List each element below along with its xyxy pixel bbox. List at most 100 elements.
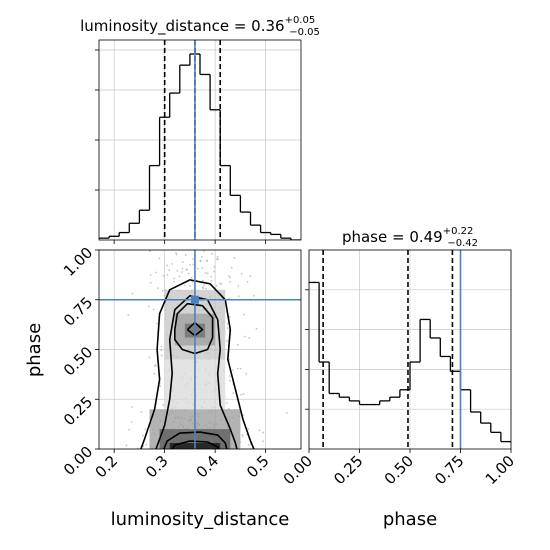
joint-scatter-point-0	[302, 430, 304, 432]
joint-scatter-point-394	[204, 287, 207, 290]
joint-scatter-point-100	[148, 356, 151, 359]
joint-scatter-point-42	[203, 284, 205, 287]
joint-scatter-point-235	[226, 402, 228, 404]
joint-scatter-point-14	[181, 261, 184, 263]
joint-scatter-point-253	[157, 287, 159, 290]
joint-scatter-point-359	[171, 263, 174, 265]
joint-scatter-point-187	[199, 260, 202, 262]
joint-contour-bottom-1	[162, 431, 228, 449]
joint-scatter-point-173	[243, 313, 245, 316]
joint-scatter-point-352	[176, 269, 179, 272]
joint-scatter-point-353	[190, 276, 193, 279]
joint-scatter-point-258	[249, 275, 252, 278]
hist-luminosity-distance-ticks	[95, 49, 267, 244]
hist-phase-xtick-label-0: 0.00	[280, 452, 316, 488]
joint-ytick-label-3: 0.75	[60, 293, 96, 329]
joint-scatter-point-270	[186, 268, 188, 271]
joint-scatter-point-263	[247, 428, 250, 430]
joint-scatter-point-244	[239, 367, 242, 370]
y-axis-label-phase: phase	[24, 323, 45, 377]
joint-scatter-point-161	[142, 434, 144, 437]
joint-scatter-point-309	[152, 308, 155, 311]
joint-scatter-point-47	[149, 250, 151, 253]
joint-scatter-point-143	[226, 340, 229, 343]
joint-scatter-point-198	[154, 365, 156, 367]
joint-scatter-point-76	[178, 275, 181, 278]
joint-scatter-point-132	[230, 266, 233, 269]
joint-scatter-point-221	[180, 271, 183, 273]
joint-xtick-label-0: 0.2	[92, 452, 122, 482]
joint-scatter-point-51	[240, 393, 242, 396]
joint-scatter-point-148	[128, 428, 131, 431]
joint-scatter-point-265	[213, 270, 216, 273]
joint-scatter-point-299	[242, 435, 244, 438]
joint-scatter-point-333	[236, 367, 239, 370]
joint-scatter-point-252	[228, 315, 231, 318]
joint-scatter-point-417	[156, 322, 159, 325]
joint-scatter-point-368	[147, 305, 150, 308]
joint-scatter-point-249	[219, 282, 221, 285]
joint-scatter-point-271	[216, 258, 218, 261]
joint-scatter-point-392	[228, 280, 231, 283]
joint-scatter-point-93	[227, 274, 230, 277]
joint-ytick-label-4: 1.00	[60, 244, 96, 280]
x-axis-label-luminosity-distance: luminosity_distance	[111, 509, 290, 530]
joint-scatter-point-18	[241, 434, 244, 436]
joint-scatter-point-59	[158, 257, 161, 260]
joint-scatter-point-116	[201, 286, 204, 289]
joint-scatter-point-35	[175, 251, 177, 254]
joint-scatter-point-162	[232, 369, 234, 371]
hist-phase-xtick-label-2: 0.50	[381, 452, 417, 488]
hist-phase-panel: 0.00 0.25 0.50 0.75 1.00 phase = 0.49+0.22 −0…	[280, 226, 518, 530]
joint-scatter-point-56	[160, 349, 163, 352]
joint-scatter-point-32	[187, 272, 190, 275]
joint-scatter-point-396	[184, 254, 187, 256]
joint-scatter-point-415	[237, 295, 240, 298]
joint-scatter-point-241	[154, 364, 157, 367]
joint-scatter-point-292	[199, 259, 202, 262]
joint-scatter-point-49	[202, 287, 205, 290]
joint-scatter-point-375	[216, 255, 219, 258]
joint-scatter-point-370	[188, 285, 191, 288]
joint-scatter-point-203	[144, 428, 147, 431]
joint-scatter-point-68	[206, 259, 209, 262]
joint-scatter-point-185	[232, 392, 235, 395]
joint-scatter-point-12	[196, 267, 199, 270]
joint-ytick-label-2: 0.50	[60, 343, 96, 379]
joint-scatter-point-20	[204, 271, 207, 274]
hist-phase-ticks: 0.00 0.25 0.50 0.75 1.00	[280, 289, 518, 488]
joint-contour-core	[186, 321, 204, 337]
joint-scatter-point-275	[153, 372, 156, 375]
joint-density-panel: 0.2 0.3 0.4 0.5 0.00 0.25 0.50 0.75 1.00 luminos…	[24, 244, 304, 530]
joint-scatter-point-210	[206, 272, 209, 275]
joint-xtick-label-1: 0.3	[142, 452, 172, 482]
joint-contour-bottom-2	[171, 440, 220, 449]
joint-scatter-point-232	[246, 280, 249, 283]
joint-scatter-point-26	[243, 335, 246, 338]
joint-scatter-point-114	[173, 277, 175, 280]
hist-luminosity-distance-panel: luminosity_distance = 0.36+0.05 −0.05	[80, 15, 320, 244]
hist-luminosity-distance-bars	[99, 53, 301, 240]
joint-scatter-point-212	[162, 274, 165, 277]
joint-scatter-point-88	[162, 404, 165, 406]
joint-scatter-point-330	[205, 260, 208, 263]
joint-truth-marker	[190, 295, 199, 304]
joint-xtick-label-2: 0.4	[193, 452, 223, 482]
joint-ytick-label-1: 0.25	[60, 393, 96, 429]
joint-scatter-point-120	[229, 276, 232, 279]
joint-scatter-point-127	[168, 269, 171, 272]
joint-scatter-point-96	[201, 279, 204, 282]
joint-scatter-point-357	[185, 268, 188, 271]
joint-scatter-point-53	[285, 411, 288, 414]
hist-phase-quantiles	[322, 250, 462, 449]
joint-scatter-point-257	[248, 337, 251, 339]
joint-scatter-point-134	[149, 281, 152, 284]
joint-scatter-point-220	[226, 322, 229, 325]
joint-ytick-label-0: 0.00	[60, 443, 96, 479]
joint-scatter-point-276	[189, 264, 191, 266]
joint-scatter-point-411	[229, 375, 231, 377]
joint-scatter-point-159	[213, 265, 216, 268]
joint-scatter-point-182	[252, 294, 255, 297]
joint-scatter-point-81	[258, 429, 261, 432]
